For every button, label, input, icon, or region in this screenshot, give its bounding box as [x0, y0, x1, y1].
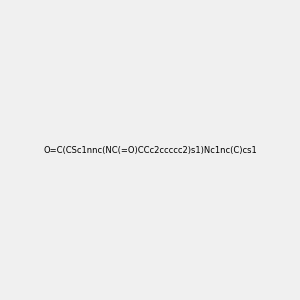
- Text: O=C(CSc1nnc(NC(=O)CCc2ccccc2)s1)Nc1nc(C)cs1: O=C(CSc1nnc(NC(=O)CCc2ccccc2)s1)Nc1nc(C)…: [43, 146, 257, 154]
